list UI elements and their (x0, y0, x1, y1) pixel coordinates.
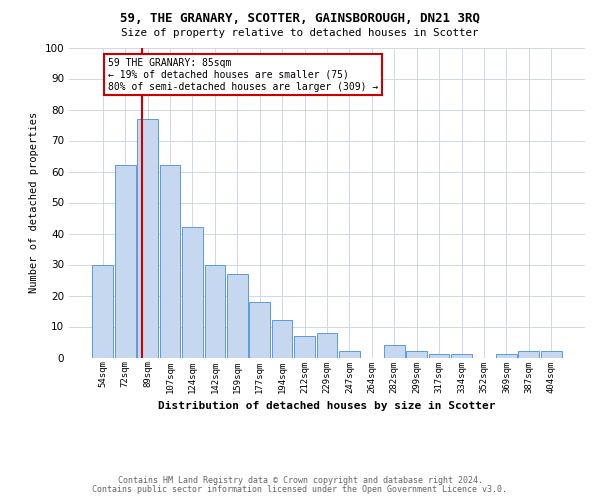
Bar (227, 274, 248, 357)
Text: 59 THE GRANARY: 85sqm
← 19% of detached houses are smaller (75)
80% of semi-deta: 59 THE GRANARY: 85sqm ← 19% of detached … (107, 58, 378, 92)
Bar (92, 264, 113, 358)
Y-axis label: Number of detached properties: Number of detached properties (29, 112, 39, 293)
Bar (205, 264, 225, 358)
Bar (451, 354, 472, 358)
Bar (160, 166, 181, 358)
Bar (518, 352, 539, 358)
Bar (339, 352, 360, 358)
Bar (541, 352, 562, 358)
Text: Contains public sector information licensed under the Open Government Licence v3: Contains public sector information licen… (92, 485, 508, 494)
Bar (272, 320, 292, 358)
Text: Contains HM Land Registry data © Crown copyright and database right 2024.: Contains HM Land Registry data © Crown c… (118, 476, 482, 485)
Bar (115, 166, 136, 358)
X-axis label: Distribution of detached houses by size in Scotter: Distribution of detached houses by size … (158, 401, 496, 411)
Text: Size of property relative to detached houses in Scotter: Size of property relative to detached ho… (121, 28, 479, 38)
Bar (182, 228, 203, 358)
Bar (384, 345, 404, 358)
Text: 59, THE GRANARY, SCOTTER, GAINSBOROUGH, DN21 3RQ: 59, THE GRANARY, SCOTTER, GAINSBOROUGH, … (120, 12, 480, 26)
Bar (250, 302, 270, 358)
Bar (137, 119, 158, 358)
Bar (429, 354, 449, 358)
Bar (406, 352, 427, 358)
Bar (294, 336, 315, 357)
Bar (317, 332, 337, 357)
Bar (496, 354, 517, 358)
